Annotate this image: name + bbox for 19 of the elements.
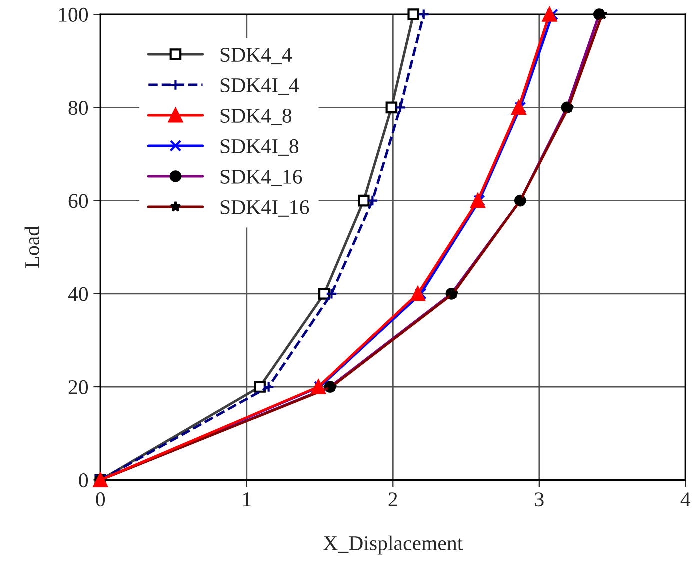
legend-label: SDK4_8 <box>220 108 292 126</box>
x-axis-title: X_Displacement <box>324 536 464 555</box>
legend-label: SDK4I_16 <box>220 200 310 217</box>
legend-label: SDK4_16 <box>220 170 302 186</box>
x-tick-label: 2 <box>388 492 398 506</box>
x-tick-label: 3 <box>535 492 544 507</box>
y-tick-label: 20 <box>68 380 88 394</box>
legend-label: SDK4I_4 <box>220 78 300 96</box>
y-tick-label: 0 <box>79 474 88 488</box>
y-tick-label: 40 <box>68 287 88 302</box>
legend-label: SDK4I_8 <box>220 139 299 156</box>
x-tick-label: 4 <box>680 492 691 506</box>
y-tick-label: 80 <box>68 101 88 116</box>
y-tick-label: 100 <box>59 8 88 22</box>
x-tick-label: 1 <box>244 492 251 506</box>
y-tick-label: 60 <box>68 194 88 208</box>
y-axis-title: Load <box>24 226 40 268</box>
x-tick-label: 0 <box>96 492 106 507</box>
legend-label: SDK4_4 <box>220 48 292 65</box>
